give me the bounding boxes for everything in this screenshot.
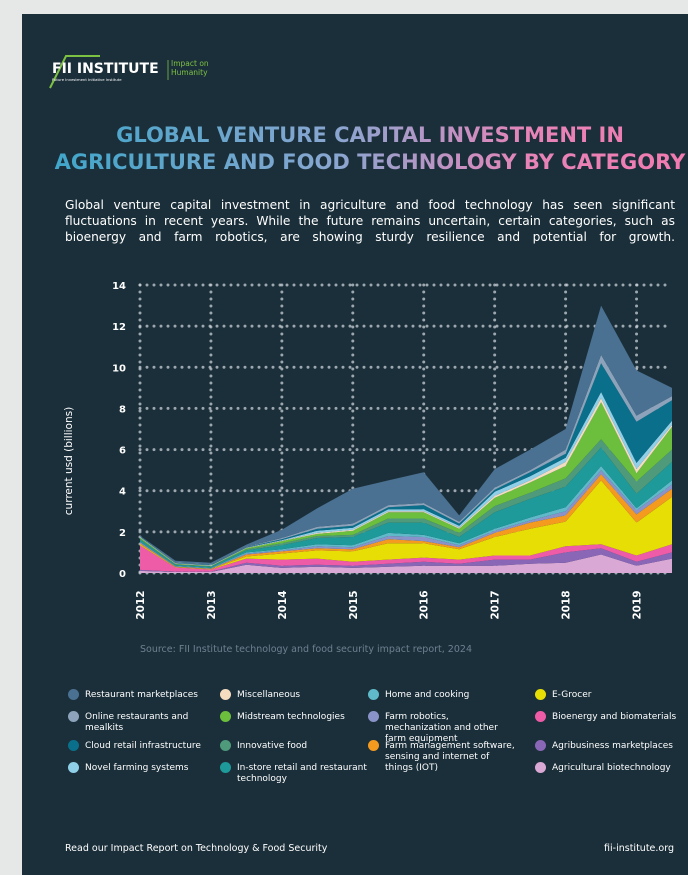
source: Source: FII Institute technology and foo…: [140, 644, 472, 655]
legend-swatch: [68, 711, 79, 722]
x-tick-label: 2019: [632, 590, 644, 619]
legend-swatch: [220, 762, 231, 773]
legend-label: Bioenergy and biomaterials: [552, 711, 677, 722]
area: [140, 548, 672, 572]
legend-swatch: [535, 762, 546, 773]
legend-swatch: [220, 711, 231, 722]
legend-label: In-store retail and restaurant technolog…: [237, 762, 367, 784]
x-tick-label: 2013: [206, 590, 218, 619]
x-tick-label: 2016: [419, 590, 431, 619]
legend-label: Innovative food: [237, 740, 308, 751]
x-tick-label: 2014: [277, 590, 289, 619]
legend-swatch: [535, 689, 546, 700]
x-tick-label: 2012: [135, 590, 147, 619]
y-axis-label: current usd (billions): [63, 407, 75, 515]
chart-subtitle: Global venture capital investment in agr…: [65, 198, 675, 244]
legend-swatch: [68, 762, 79, 773]
x-tick-label: 2015: [348, 590, 360, 619]
chart-title: GLOBAL VENTURE CAPITAL INVESTMENT IN AGR…: [50, 122, 688, 176]
legend-label: Agricultural biotechnology: [552, 762, 671, 773]
legend-label: Novel farming systems: [85, 762, 189, 773]
y-tick-label: 6: [119, 446, 126, 457]
y-tick-label: 4: [119, 487, 126, 498]
legend-swatch: [368, 740, 379, 751]
area: [140, 480, 672, 570]
legend-label: Miscellaneous: [237, 689, 301, 700]
legend-label: Agribusiness marketplaces: [552, 740, 673, 751]
legend-swatch: [535, 711, 546, 722]
y-tick-label: 10: [112, 363, 126, 374]
legend-swatch: [220, 740, 231, 751]
footer-left: Read our Impact Report on Technology & F…: [65, 843, 328, 854]
area: [140, 554, 672, 573]
legend-swatch: [368, 711, 379, 722]
logo-tagline: Impact on Humanity: [171, 59, 209, 77]
legend-swatch: [68, 689, 79, 700]
legend-label: E-Grocer: [552, 689, 592, 700]
area: [140, 544, 672, 572]
legend-label: Online restaurants and mealkits: [85, 711, 189, 733]
legend-label: Cloud retail infrastructure: [85, 740, 201, 751]
legend-swatch: [68, 740, 79, 751]
areas: [140, 305, 672, 573]
area: [140, 305, 672, 565]
y-tick-label: 0: [119, 569, 126, 580]
logo-name: FII INSTITUTE: [52, 61, 159, 77]
logo-mark: [49, 55, 100, 89]
legend-label: Restaurant marketplaces: [85, 689, 198, 700]
footer-right: fii-institute.org: [604, 843, 674, 854]
legend-label: Home and cooking: [385, 689, 470, 700]
y-tick-label: 14: [112, 281, 126, 292]
legend-swatch: [535, 740, 546, 751]
legend-swatch: [368, 689, 379, 700]
logo-tagline-box: Impact on Humanity: [171, 59, 209, 77]
logo-subtitle: Future Investment Initiative Institute: [52, 77, 122, 82]
y-tick-label: 12: [112, 322, 126, 333]
x-tick-label: 2018: [561, 590, 573, 619]
y-tick-label: 8: [119, 404, 126, 415]
x-tick-label: 2017: [490, 590, 502, 619]
legend-label: Midstream technologies: [237, 711, 345, 722]
legend-label: Farm management software, sensing and in…: [385, 740, 515, 773]
y-tick-label: 2: [119, 528, 126, 539]
legend-label: Farm robotics, mechanization and other f…: [385, 711, 498, 744]
legend-swatch: [220, 689, 231, 700]
